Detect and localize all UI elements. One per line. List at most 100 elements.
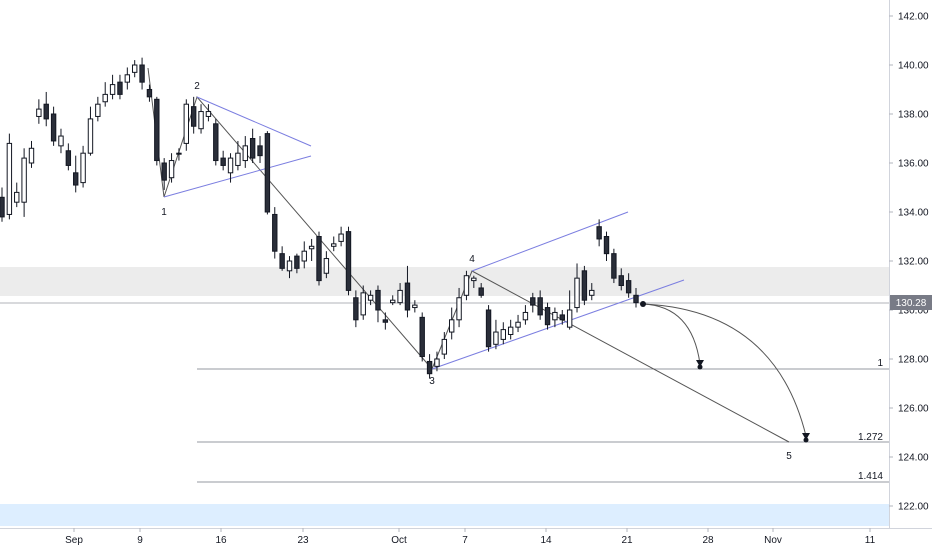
candle-body-up	[183, 103, 190, 144]
candle	[456, 287, 462, 328]
candle	[183, 99, 190, 151]
candle	[161, 158, 167, 190]
candle	[0, 187, 5, 222]
x-tick-label: 7	[462, 535, 468, 546]
time-axis[interactable]: Sep 9 16 23 Oct 7 14 21 28 Nov 11	[65, 528, 876, 546]
candle	[28, 140, 35, 168]
support-zone	[0, 504, 889, 526]
candle	[478, 283, 484, 298]
candle-body-up	[168, 160, 175, 179]
candle	[65, 143, 72, 171]
x-tick-label: 14	[540, 535, 552, 546]
candle	[419, 312, 425, 362]
candle-body-down	[559, 314, 565, 321]
candle-body-down	[272, 213, 278, 252]
candle-body-up	[390, 299, 396, 304]
candle-body-up	[456, 297, 462, 321]
channel-upper-line	[471, 211, 629, 272]
candle	[95, 96, 101, 122]
candle	[102, 82, 108, 107]
candle-body-down	[618, 275, 624, 287]
candle-body-down	[603, 236, 610, 255]
candle-body-up	[441, 338, 448, 355]
resistance-zone	[0, 267, 889, 296]
candle	[625, 273, 632, 298]
price-axis[interactable]: 142.00 140.00 138.00 136.00 134.00 132.00 130.…	[889, 12, 929, 513]
candle-body-up	[124, 74, 131, 83]
candle-body-up	[471, 277, 477, 282]
candle	[537, 290, 543, 320]
candle	[139, 57, 145, 90]
candle-body-up	[242, 145, 248, 162]
candle	[397, 283, 403, 306]
candle	[249, 128, 256, 163]
triangle-upper-line	[196, 96, 312, 147]
candle-body-up	[227, 157, 234, 174]
x-tick-label: 11	[865, 535, 876, 546]
candle-body-down	[581, 270, 588, 301]
candle	[471, 275, 477, 288]
candles-group	[0, 57, 639, 379]
candle-body-up	[331, 243, 337, 247]
y-tick-label: 128.00	[898, 355, 929, 366]
candle-body-down	[264, 133, 271, 213]
candle	[633, 287, 639, 308]
candle	[552, 307, 558, 328]
elliott-wave-path	[147, 67, 790, 443]
candle-body-down	[353, 297, 359, 321]
candle-body-down	[530, 297, 536, 306]
candle	[272, 207, 278, 259]
candle	[559, 310, 565, 325]
candle-body-down	[544, 307, 551, 326]
candle	[404, 265, 411, 318]
candle-body-down	[382, 319, 389, 323]
candle	[441, 332, 448, 359]
candle	[87, 106, 94, 156]
candle-body-down	[426, 360, 433, 375]
candle	[463, 270, 470, 301]
current-price-tag	[890, 295, 932, 310]
candle-body-down	[139, 64, 145, 83]
candle	[58, 128, 64, 154]
candle	[589, 283, 595, 301]
x-tick-label: 16	[215, 535, 227, 546]
candle-body-up	[412, 304, 418, 309]
candle-body-down	[345, 231, 352, 291]
candle	[6, 133, 13, 220]
candle	[544, 302, 551, 330]
candle	[390, 295, 396, 306]
wave-label-5: 5	[786, 451, 792, 462]
wave-label-3: 3	[429, 376, 435, 387]
projection-arc-long	[642, 303, 807, 437]
candle	[367, 290, 374, 306]
candle	[530, 292, 536, 313]
arrow-short-dot	[697, 364, 703, 370]
candle	[286, 256, 293, 279]
candle	[566, 290, 573, 330]
candle-body-up	[80, 152, 86, 184]
candle	[412, 300, 418, 313]
candle-body-down	[375, 289, 381, 311]
candle-body-up	[36, 108, 42, 117]
wave-label-4: 4	[469, 254, 475, 265]
candle	[301, 241, 307, 269]
x-tick-label: 28	[702, 535, 714, 546]
fib-label-1414: 1.414	[858, 471, 883, 482]
candle	[331, 236, 337, 252]
y-tick-label: 136.00	[898, 159, 929, 170]
candle	[131, 60, 138, 78]
candle	[198, 104, 204, 134]
candle-body-up	[397, 289, 403, 304]
candle-body-up	[6, 142, 13, 215]
candle	[279, 246, 285, 271]
candle	[205, 104, 212, 122]
candle-body-down	[0, 196, 5, 218]
candle	[227, 153, 234, 183]
y-tick-label: 124.00	[898, 453, 929, 464]
candle-body-down	[537, 297, 543, 316]
x-tick-label: 21	[621, 535, 633, 546]
candle-body-down	[485, 309, 492, 348]
candle	[581, 265, 588, 306]
arrow-long-dot	[803, 437, 809, 443]
